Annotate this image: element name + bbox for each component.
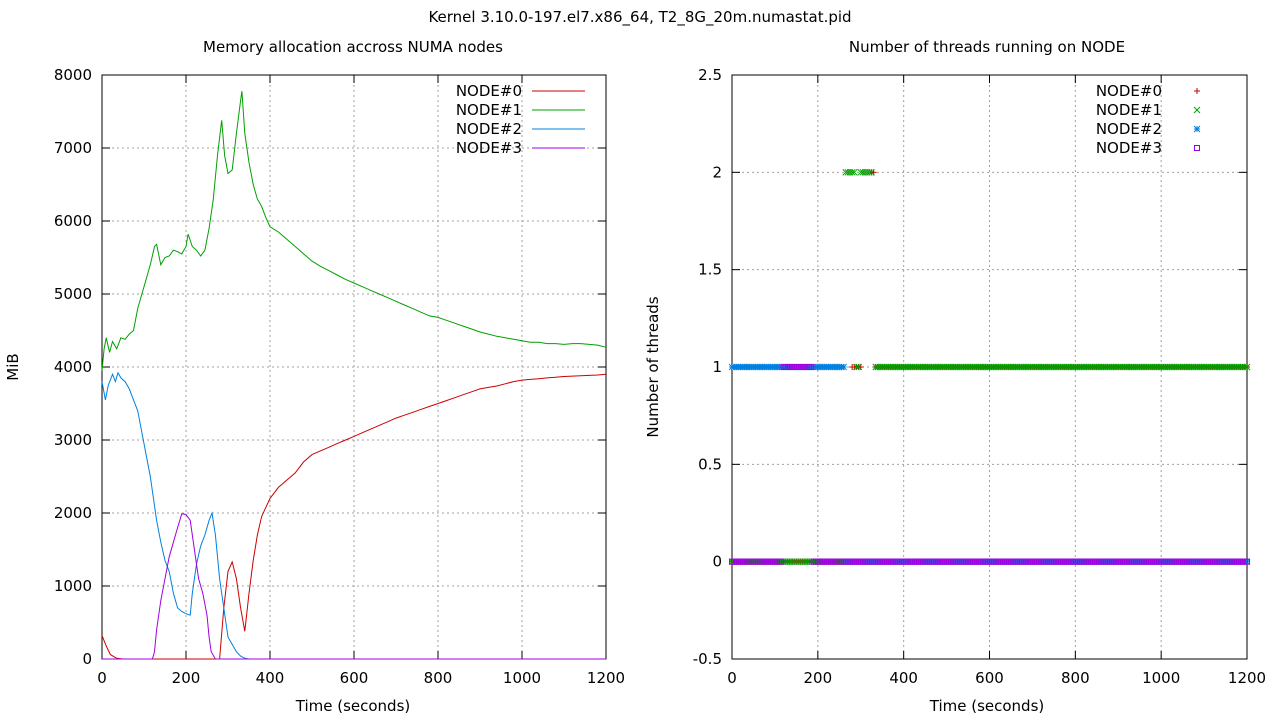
threads-xtick-label: 400 [889,669,918,687]
threads-chart-title: Number of threads running on NODE [849,38,1125,56]
memory-series-line-node3 [102,513,606,660]
memory-ytick-label: 1000 [54,577,92,595]
threads-xtick-label: 800 [1061,669,1090,687]
threads-xtick-label: 0 [727,669,737,687]
memory-legend-label: NODE#2 [456,120,522,138]
threads-chart-xlabel: Time (seconds) [929,697,1045,715]
memory-legend-label: NODE#0 [456,82,522,100]
memory-ytick-label: 8000 [54,66,92,84]
memory-ytick-label: 7000 [54,139,92,157]
memory-series-line-node2 [101,371,606,660]
threads-point [1241,363,1249,371]
threads-series-node3 [729,364,1250,565]
memory-ytick-label: 5000 [54,285,92,303]
memory-ytick-label: 0 [82,650,92,668]
memory-xtick-label: 0 [97,669,107,687]
threads-xtick-label: 600 [975,669,1004,687]
memory-ytick-label: 3000 [54,431,92,449]
threads-point [868,168,875,176]
threads-ytick-label: 1 [712,358,722,376]
threads-legend-marker [1194,88,1200,94]
memory-xtick-label: 800 [424,669,453,687]
threads-point [848,168,856,176]
memory-xtick-label: 1000 [503,669,541,687]
threads-chart: Number of threads running on NODE Time (… [644,38,1266,715]
threads-legend-marker [1193,106,1201,114]
memory-series-line-node0 [101,373,607,660]
threads-point [840,363,847,371]
threads-xtick-label: 1200 [1228,669,1266,687]
memory-allocation-chart: Memory allocation accross NUMA nodes Tim… [4,38,625,715]
threads-ytick-label: 0.5 [698,455,722,473]
memory-chart-title: Memory allocation accross NUMA nodes [203,38,503,56]
memory-xtick-label: 200 [172,669,201,687]
threads-point [853,363,860,371]
memory-ytick-label: 4000 [54,358,92,376]
threads-legend-label: NODE#2 [1096,120,1162,138]
memory-ytick-label: 2000 [54,504,92,522]
figure-title: Kernel 3.10.0-197.el7.x86_64, T2_8G_20m.… [428,8,851,27]
threads-legend-label: NODE#3 [1096,139,1162,157]
threads-point [1243,363,1251,371]
memory-series-line-node1 [101,91,607,371]
threads-ytick-label: 0 [712,553,722,571]
threads-chart-ylabel: Number of threads [644,296,662,437]
threads-legend-label: NODE#0 [1096,82,1162,100]
threads-xtick-label: 1000 [1142,669,1180,687]
memory-chart-ylabel: MiB [4,353,22,380]
memory-legend-label: NODE#3 [456,139,522,157]
threads-ytick-label: 2.5 [698,66,722,84]
memory-ytick-label: 6000 [54,212,92,230]
threads-point [778,558,785,565]
threads-ytick-label: 2 [712,163,722,181]
threads-point [850,168,858,176]
memory-xtick-label: 600 [340,669,369,687]
threads-legend-marker [1193,125,1201,133]
threads-ytick-label: -0.5 [693,650,722,668]
threads-legend-label: NODE#1 [1096,101,1162,119]
memory-xtick-label: 1200 [587,669,625,687]
threads-xtick-label: 200 [804,669,833,687]
threads-point [1244,558,1250,565]
threads-point [855,363,862,371]
threads-point [808,364,815,370]
threads-point [865,168,873,176]
memory-legend-label: NODE#1 [456,101,522,119]
threads-legend-marker [1194,145,1200,151]
memory-xtick-label: 400 [256,669,285,687]
threads-ytick-label: 1.5 [698,261,722,279]
memory-chart-xlabel: Time (seconds) [295,697,411,715]
